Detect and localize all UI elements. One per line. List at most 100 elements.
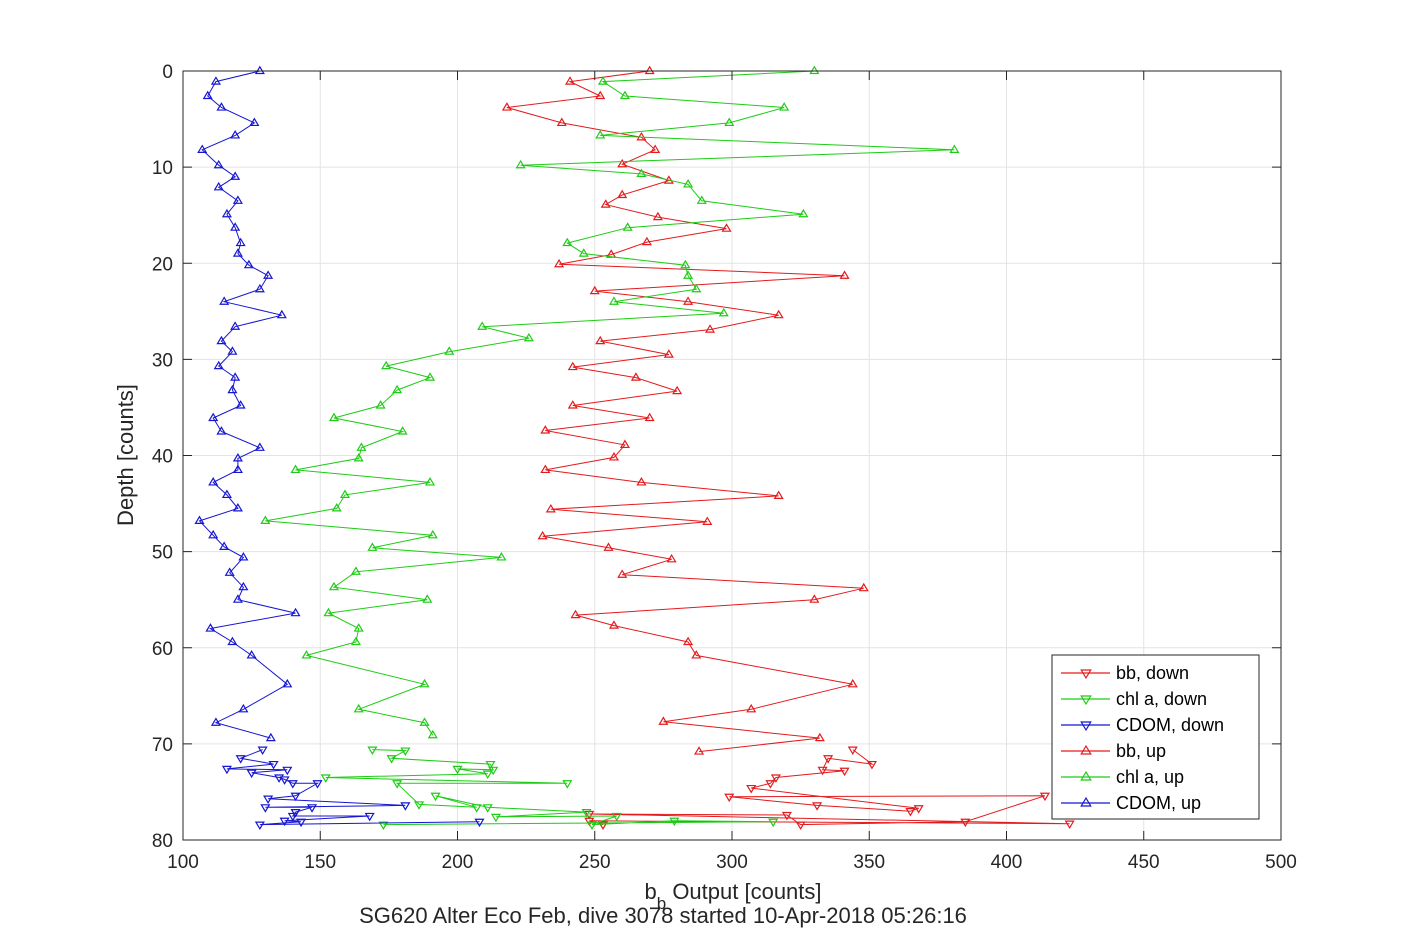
data-point-marker	[949, 144, 960, 153]
x-tick-label: 500	[1265, 852, 1297, 873]
data-point-marker	[847, 678, 858, 688]
x-axis-label-subscript: b	[657, 894, 666, 913]
data-point-marker	[238, 703, 249, 713]
data-point-marker	[444, 346, 455, 355]
y-tick-label: 0	[162, 62, 173, 83]
legend-marker	[1080, 695, 1092, 706]
data-point-marker	[636, 131, 647, 141]
x-axis-label-main: b	[644, 879, 656, 904]
data-point-marker	[523, 332, 534, 342]
data-point-marker	[597, 821, 609, 830]
data-point-marker	[213, 360, 224, 370]
y-tick-label: 60	[152, 639, 173, 660]
data-point-marker	[397, 426, 408, 435]
data-point-marker	[683, 296, 694, 305]
data-point-marker	[205, 623, 216, 632]
legend: bb, down chl a, down CDOM, down bb, up chl a…	[1051, 654, 1260, 820]
x-axis-label: bb Output [counts]	[644, 879, 821, 913]
data-point-marker	[597, 76, 609, 85]
data-point-marker	[691, 650, 702, 659]
data-point-marker	[422, 594, 433, 603]
data-point-marker	[331, 502, 342, 512]
data-point-marker	[216, 335, 227, 345]
data-point-marker	[847, 746, 858, 756]
data-point-marker	[666, 553, 677, 563]
data-point-marker	[392, 780, 403, 789]
legend-label: bb, down	[1116, 663, 1189, 683]
series-cdom-down	[221, 746, 485, 830]
data-point-marker	[367, 746, 378, 756]
data-point-marker	[694, 746, 705, 755]
data-point-marker	[400, 802, 411, 811]
data-point-marker	[608, 620, 620, 629]
data-point-marker	[221, 489, 232, 499]
data-point-marker	[238, 552, 249, 561]
data-point-marker	[630, 372, 641, 381]
data-point-marker	[617, 158, 628, 168]
data-point-marker	[208, 477, 219, 486]
data-point-marker	[809, 65, 820, 75]
data-point-marker	[636, 477, 647, 486]
data-point-marker	[567, 361, 578, 371]
data-point-marker	[202, 90, 213, 100]
data-point-marker	[208, 412, 219, 422]
data-point-marker	[353, 623, 364, 632]
data-point-marker	[823, 755, 834, 764]
series-line	[589, 749, 1070, 826]
data-point-marker	[425, 477, 436, 486]
data-point-marker	[279, 817, 290, 827]
legend-marker	[1080, 796, 1092, 807]
data-point-marker	[696, 195, 707, 204]
data-point-marker	[353, 703, 364, 713]
data-point-marker	[562, 237, 573, 247]
data-point-marker	[721, 223, 732, 232]
data-point-marker	[619, 439, 630, 449]
data-point-marker	[595, 335, 606, 345]
data-point-marker	[773, 309, 784, 319]
data-point-marker	[430, 792, 441, 802]
data-point-marker	[232, 464, 243, 474]
data-point-marker	[210, 717, 221, 726]
data-point-marker	[339, 489, 350, 499]
data-point-marker	[545, 503, 556, 513]
legend-marker	[1080, 721, 1092, 732]
data-point-marker	[350, 566, 361, 575]
data-point-marker	[768, 818, 779, 828]
series-bb-down	[584, 746, 1075, 830]
legend-box	[1051, 654, 1260, 820]
data-point-marker	[243, 259, 254, 269]
data-point-marker	[839, 767, 850, 777]
data-point-marker	[290, 464, 301, 474]
data-point-marker	[213, 159, 224, 169]
x-tick-label: 450	[1128, 852, 1160, 873]
y-tick-label: 80	[152, 831, 173, 852]
legend-label: CDOM, up	[1116, 793, 1201, 813]
x-tick-label: 100	[167, 852, 199, 873]
y-tick-label: 50	[152, 543, 173, 564]
data-point-marker	[392, 384, 403, 394]
data-point-marker	[554, 258, 565, 268]
legend-marker	[1080, 744, 1092, 755]
data-point-marker	[672, 385, 683, 395]
data-point-marker	[367, 542, 378, 551]
data-point-marker	[282, 678, 293, 688]
data-point-marker	[482, 804, 493, 813]
data-point-marker	[718, 307, 729, 317]
chart-caption: SG620 Alter Eco Feb, dive 3078 started 1…	[359, 903, 967, 928]
data-point-marker	[644, 412, 655, 422]
data-point-marker	[724, 117, 735, 127]
data-point-marker	[425, 372, 436, 381]
data-point-marker	[356, 442, 367, 451]
data-point-marker	[617, 569, 628, 578]
data-point-marker	[608, 452, 620, 461]
data-point-marker	[208, 529, 219, 539]
data-point-marker	[210, 76, 221, 85]
data-point-marker	[663, 349, 674, 358]
data-point-marker	[260, 804, 271, 813]
data-point-marker	[960, 818, 971, 828]
data-point-marker	[227, 636, 238, 646]
data-point-marker	[323, 607, 334, 617]
data-point-marker	[578, 248, 589, 257]
data-point-marker	[595, 130, 606, 139]
